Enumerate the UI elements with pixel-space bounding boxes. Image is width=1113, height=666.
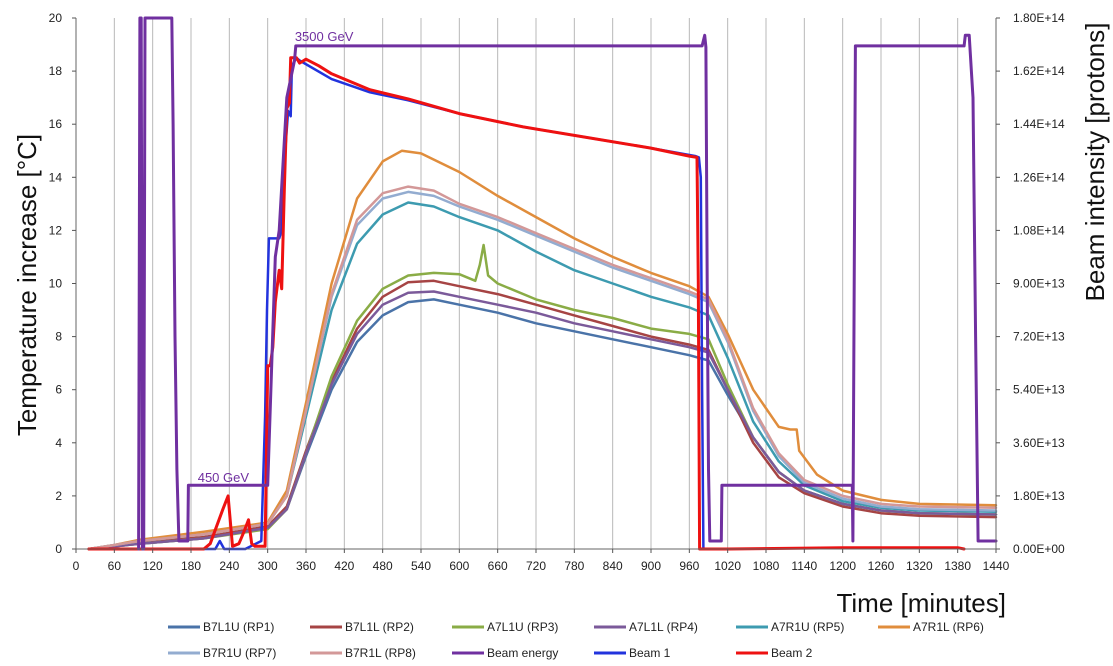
y-right-tick-label: 7.20E+13: [1013, 330, 1065, 344]
legend-label: Beam energy: [487, 646, 558, 660]
legend-label: B7R1L (RP8): [345, 646, 416, 660]
legend-label: Beam 1: [629, 646, 671, 660]
x-tick-label: 1140: [791, 559, 817, 573]
y-tick-label: 18: [49, 64, 63, 78]
y-right-tick-label: 1.44E+14: [1013, 117, 1065, 131]
y-right-tick-label: 1.80E+13: [1013, 489, 1065, 503]
y-axis-right-title: Beam intensity [protons]: [1080, 23, 1110, 302]
x-tick-label: 240: [219, 559, 239, 573]
x-tick-label: 900: [641, 559, 661, 573]
legend-item-a7r1u-rp5: A7R1U (RP5): [736, 620, 844, 634]
legend-label: B7L1U (RP1): [203, 620, 274, 634]
y-tick-label: 2: [55, 489, 62, 503]
y-axis-left-title: Temperature increase [°C]: [12, 134, 42, 436]
x-tick-label: 60: [108, 559, 122, 573]
y-tick-label: 4: [55, 436, 62, 450]
x-tick-label: 360: [296, 559, 316, 573]
x-tick-label: 840: [603, 559, 623, 573]
legend: B7L1U (RP1) B7L1L (RP2) A7L1U (RP3) A7L1L (…: [168, 620, 984, 660]
y-right-tick-label: 1.26E+14: [1013, 170, 1065, 184]
legend-item-b7r1l-rp8: B7R1L (RP8): [310, 646, 416, 660]
y-right-tick-label: 1.08E+14: [1013, 223, 1065, 237]
x-tick-label: 780: [564, 559, 584, 573]
y-right-tick-label: 0.00E+00: [1013, 542, 1065, 556]
y-right-tick-label: 5.40E+13: [1013, 383, 1065, 397]
legend-item-a7l1l-rp4: A7L1L (RP4): [594, 620, 698, 634]
legend-item-beam-energy: Beam energy: [452, 646, 558, 660]
y-tick-label: 10: [49, 277, 63, 291]
y-tick-label: 6: [55, 383, 62, 397]
x-axis-title: Time [minutes]: [836, 588, 1006, 618]
legend-item-beam-1: Beam 1: [594, 646, 671, 660]
legend-label: A7L1U (RP3): [487, 620, 558, 634]
y-right-tick-label: 1.62E+14: [1013, 64, 1065, 78]
x-axis-ticks: 0 60 120 180 240 300 360 420 480 540 600 660 720 780 8…: [73, 549, 1010, 573]
x-tick-label: 1380: [944, 559, 971, 573]
y-axis-right-ticks: 0.00E+00 1.80E+13 3.60E+13 5.40E+13 7.20E+13…: [996, 11, 1065, 556]
legend-label: A7R1L (RP6): [913, 620, 984, 634]
x-tick-label: 600: [449, 559, 469, 573]
y-axis-left-ticks: 0 2 4 6 8 10 12 14 16 18 20: [49, 11, 76, 556]
series-line-beam-2: [87, 56, 966, 551]
y-tick-label: 8: [55, 330, 62, 344]
y-right-tick-label: 3.60E+13: [1013, 436, 1065, 450]
x-tick-label: 1200: [829, 559, 856, 573]
y-tick-label: 16: [49, 117, 63, 131]
x-tick-label: 660: [488, 559, 508, 573]
plot-area: [87, 16, 998, 551]
annotation-label: 3500 GeV: [295, 29, 354, 44]
x-tick-label: 1080: [753, 559, 780, 573]
y-right-tick-label: 1.80E+14: [1013, 11, 1065, 25]
y-right-tick-label: 9.00E+13: [1013, 277, 1065, 291]
x-tick-label: 1320: [906, 559, 933, 573]
x-tick-label: 960: [679, 559, 699, 573]
series-line-beam-energy: [137, 16, 998, 551]
x-tick-label: 1020: [714, 559, 741, 573]
legend-item-beam-2: Beam 2: [736, 646, 813, 660]
x-tick-label: 480: [373, 559, 393, 573]
legend-label: B7R1U (RP7): [203, 646, 276, 660]
series-line-b7r1l-rp8: [87, 185, 998, 551]
x-tick-label: 0: [73, 559, 80, 573]
legend-item-b7l1l-rp2: B7L1L (RP2): [310, 620, 414, 634]
x-tick-label: 300: [258, 559, 278, 573]
annotations: 3500 GeV 450 GeV: [198, 29, 354, 485]
x-tick-label: 540: [411, 559, 431, 573]
legend-item-b7l1u-rp1: B7L1U (RP1): [168, 620, 274, 634]
y-tick-label: 0: [55, 542, 62, 556]
legend-item-a7r1l-rp6: A7R1L (RP6): [878, 620, 984, 634]
y-tick-label: 14: [49, 170, 63, 184]
legend-item-b7r1u-rp7: B7R1U (RP7): [168, 646, 276, 660]
x-tick-label: 180: [181, 559, 201, 573]
legend-label: B7L1L (RP2): [345, 620, 414, 634]
legend-item-a7l1u-rp3: A7L1U (RP3): [452, 620, 558, 634]
legend-label: A7R1U (RP5): [771, 620, 844, 634]
legend-label: Beam 2: [771, 646, 813, 660]
y-tick-label: 12: [49, 223, 63, 237]
x-tick-label: 1440: [983, 559, 1010, 573]
annotation-label: 450 GeV: [198, 470, 250, 485]
x-tick-label: 420: [334, 559, 354, 573]
legend-label: A7L1L (RP4): [629, 620, 698, 634]
x-tick-label: 720: [526, 559, 546, 573]
x-tick-label: 1260: [868, 559, 895, 573]
x-tick-label: 120: [143, 559, 163, 573]
y-tick-label: 20: [49, 11, 63, 25]
